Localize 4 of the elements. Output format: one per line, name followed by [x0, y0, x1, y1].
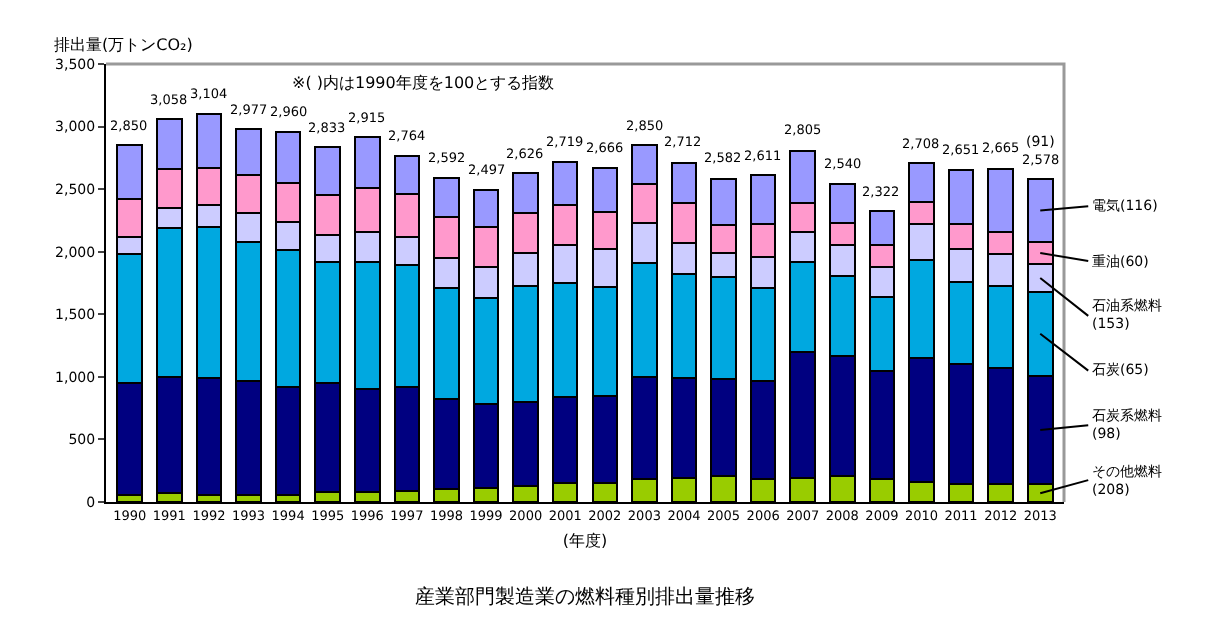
annotation: ※( )内は1990年度を100とする指数: [292, 74, 555, 92]
x-axis-title: (年度): [562, 531, 608, 550]
y-axis-title: 排出量(万トンCO₂): [54, 36, 193, 54]
text: 産業部門製造業の燃料種別排出量推移: [415, 585, 755, 610]
